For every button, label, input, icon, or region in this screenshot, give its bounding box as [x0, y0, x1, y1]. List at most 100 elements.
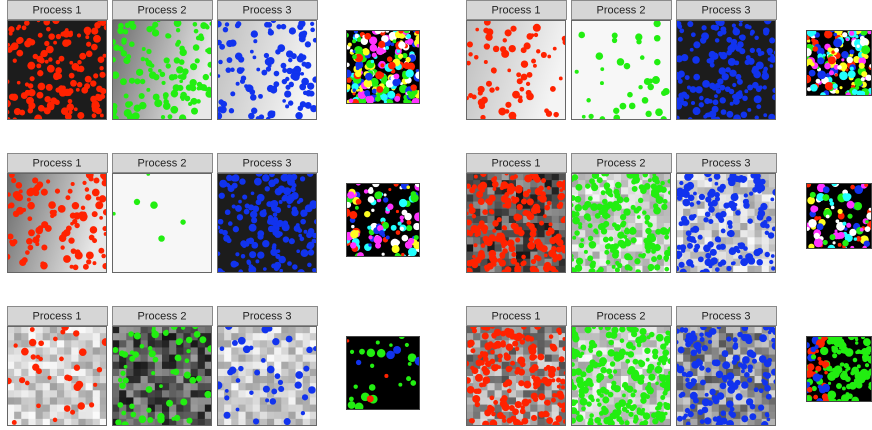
pixel: [473, 347, 481, 356]
dot: [410, 191, 417, 197]
pixel: [558, 397, 566, 406]
pixel: [754, 223, 763, 231]
dot: [772, 87, 776, 93]
dot: [639, 328, 647, 336]
pixel: [252, 376, 261, 384]
pixel: [35, 361, 44, 370]
pixel: [704, 326, 713, 334]
panel-group: Process 1 Process 2 Process 3: [466, 153, 872, 273]
dot: [510, 360, 516, 366]
dot: [395, 230, 401, 235]
pixel: [599, 418, 608, 426]
dot: [176, 66, 184, 74]
dot: [655, 108, 663, 117]
dot: [94, 21, 101, 29]
dot: [679, 28, 685, 34]
pixel: [252, 354, 261, 363]
pixel: [480, 347, 488, 356]
pixel: [176, 361, 184, 370]
pixel: [466, 411, 474, 420]
pixel: [147, 333, 156, 341]
dot: [183, 371, 191, 379]
pixel: [224, 390, 232, 398]
dot: [725, 202, 730, 207]
pixel: [551, 354, 560, 363]
pixel: [592, 404, 601, 413]
dot: [509, 333, 516, 340]
pixel: [309, 361, 317, 370]
dot: [600, 386, 606, 393]
dot: [846, 200, 855, 209]
pixel: [14, 376, 22, 384]
pixel: [487, 230, 496, 238]
dot: [140, 56, 146, 62]
dot: [820, 346, 829, 356]
dot: [73, 212, 81, 220]
pixel: [523, 411, 531, 420]
dot: [37, 225, 44, 231]
dot: [689, 391, 698, 400]
dot: [194, 58, 200, 64]
pixel: [238, 390, 247, 398]
dot: [48, 57, 53, 62]
dot: [476, 190, 484, 199]
pixel: [621, 223, 629, 231]
pixel: [558, 411, 566, 420]
pixel: [85, 354, 94, 363]
pixel: [676, 333, 684, 341]
pixel: [635, 411, 643, 420]
dot: [19, 377, 26, 384]
pixel: [656, 223, 665, 231]
pixel: [169, 383, 177, 391]
dot: [530, 414, 538, 421]
pixel: [642, 194, 651, 203]
dot: [510, 185, 517, 192]
dot: [365, 95, 371, 102]
pixel: [245, 383, 254, 391]
dot: [526, 221, 531, 227]
dot: [46, 64, 55, 73]
pixel: [516, 258, 524, 267]
pixel: [663, 194, 671, 203]
pixel: [295, 333, 304, 341]
pixel: [544, 208, 553, 217]
pixel: [718, 265, 727, 273]
dot: [623, 196, 630, 203]
dot: [86, 259, 92, 265]
panel-group: Process 1 Process 2 Process 3: [466, 0, 872, 120]
dot: [655, 333, 664, 342]
pixel: [571, 340, 579, 348]
pixel: [740, 404, 748, 413]
dot: [473, 243, 478, 248]
pixel: [133, 326, 142, 334]
dot: [230, 175, 236, 181]
dot: [827, 56, 836, 65]
dot: [89, 402, 95, 408]
dot: [676, 74, 682, 80]
pixel: [599, 244, 608, 253]
dot: [398, 382, 403, 387]
dot: [489, 87, 495, 93]
pixel: [302, 404, 311, 413]
dot: [242, 194, 248, 200]
dot: [515, 332, 523, 341]
dot: [300, 410, 306, 416]
pixel: [733, 411, 741, 420]
dot: [599, 81, 604, 86]
pixel: [281, 376, 289, 384]
pixel: [733, 418, 741, 426]
dot: [841, 349, 846, 354]
dot: [514, 401, 522, 409]
pixel: [516, 208, 524, 217]
pixel: [183, 340, 192, 348]
pixel: [176, 411, 184, 420]
dot: [489, 395, 495, 401]
dot: [729, 101, 734, 106]
pixel: [309, 340, 317, 348]
pixel: [571, 237, 579, 245]
pixel: [245, 418, 254, 426]
dot: [633, 389, 637, 393]
panel-frame: [676, 326, 776, 426]
dot: [610, 384, 618, 391]
dot: [68, 110, 73, 115]
